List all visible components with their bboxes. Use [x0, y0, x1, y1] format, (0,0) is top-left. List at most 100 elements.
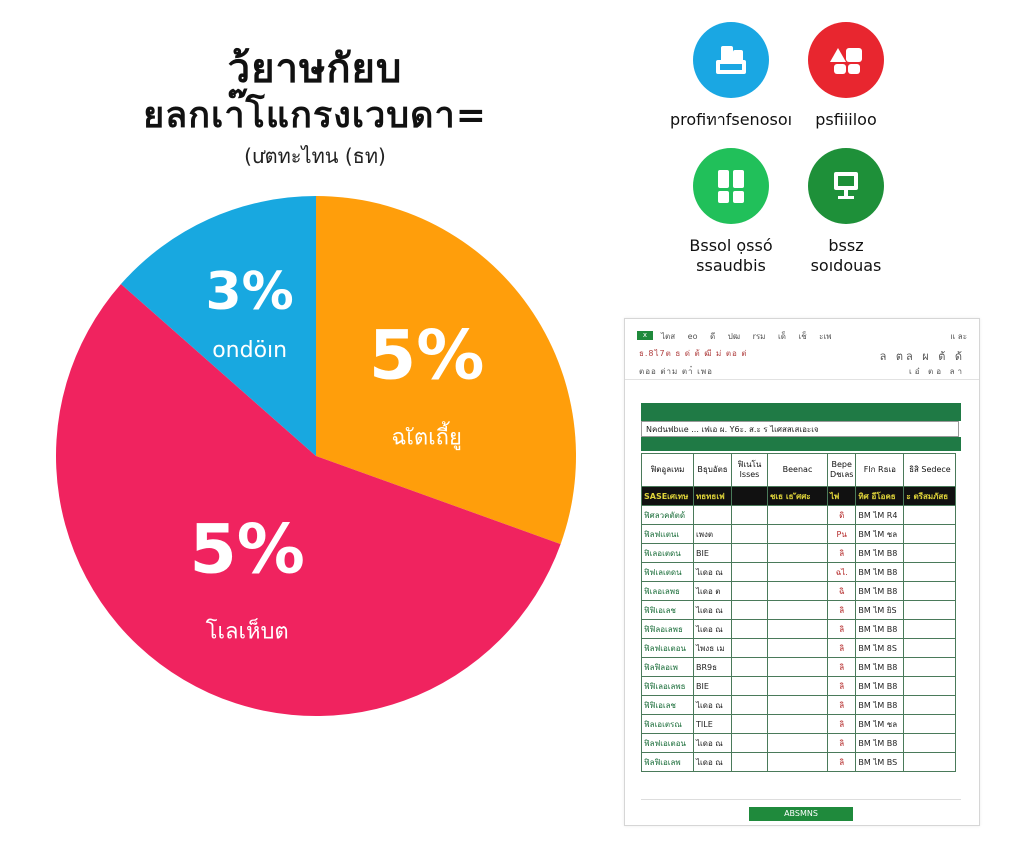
table-row[interactable]: ฟิลฟิเอเลพ ไเดอ ณ ลิ BM ไM BS: [641, 752, 957, 772]
table-cell[interactable]: [731, 714, 768, 734]
table-cell[interactable]: BM ไM B8: [855, 676, 905, 696]
table-cell[interactable]: [903, 524, 957, 544]
table-cell[interactable]: BM ไM R4: [855, 505, 905, 525]
table-cell[interactable]: ฟิลเอเตรณ: [641, 714, 694, 734]
table-cell[interactable]: [731, 505, 768, 525]
table-cell[interactable]: [731, 581, 768, 601]
table-cell[interactable]: [767, 676, 828, 696]
table-cell[interactable]: [903, 562, 957, 582]
table-cell[interactable]: ลิ: [826, 600, 857, 620]
table-cell[interactable]: [731, 657, 768, 677]
column-header[interactable]: Flก Rธเอ: [855, 453, 905, 487]
table-cell[interactable]: [903, 581, 957, 601]
table-cell[interactable]: ดิ: [826, 505, 857, 525]
table-cell[interactable]: ฟิฟิเอเลช: [641, 695, 694, 715]
table-cell[interactable]: ทิศ อีโอคธ: [855, 486, 905, 506]
table-cell[interactable]: [767, 733, 828, 753]
table-cell[interactable]: Pน: [826, 524, 857, 544]
table-cell[interactable]: [767, 505, 828, 525]
table-cell[interactable]: ลิ: [826, 676, 857, 696]
table-cell[interactable]: ลิ: [826, 714, 857, 734]
table-cell[interactable]: [767, 600, 828, 620]
table-row[interactable]: ฟิลเอเตรณ TILE ลิ BM ไM ชล: [641, 714, 957, 734]
table-cell[interactable]: ฟิลฟเอเตอน: [641, 733, 694, 753]
table-cell[interactable]: [903, 543, 957, 563]
table-cell[interactable]: [731, 638, 768, 658]
table-cell[interactable]: [731, 619, 768, 639]
table-row[interactable]: ฟิฟิเอเลช ไเดอ ณ ลิ BM ไM ยิS: [641, 600, 957, 620]
table-cell[interactable]: ะ ตรีสมภัสธ: [903, 486, 957, 506]
table-cell[interactable]: BR9ธ: [693, 657, 732, 677]
table-cell[interactable]: ไเดอ ณ: [693, 619, 732, 639]
ribbon-right-menu[interactable]: ıเ ละ: [950, 332, 967, 341]
table-cell[interactable]: BIE: [693, 543, 732, 563]
table-cell[interactable]: BM ไM BS: [855, 752, 905, 772]
table-row[interactable]: ฟิลฟเอเตอน ไเดอ ณ ลิ BM ไM B8: [641, 733, 957, 753]
table-cell[interactable]: [767, 562, 828, 582]
table-cell[interactable]: ฟิฟิเลอเลพธ: [641, 676, 694, 696]
table-cell[interactable]: BM ไM ยิS: [855, 600, 905, 620]
table-row[interactable]: ฟิลฟิลอเพ BR9ธ ลิ BM ไM B8: [641, 657, 957, 677]
table-row-highlight[interactable]: SASEเศเทษ ทธทธเฟ ชเธ เธ ัศศะ ไพ่ ทิศ อีโอคธะ…: [641, 486, 957, 506]
table-cell[interactable]: ฟิลฟเเตนเ: [641, 524, 694, 544]
table-cell[interactable]: TILE: [693, 714, 732, 734]
table-cell[interactable]: ทธทธเฟ: [693, 486, 732, 506]
column-header[interactable]: ฟิตอูลเหม: [641, 453, 694, 487]
table-cell[interactable]: [767, 543, 828, 563]
table-cell[interactable]: ไเดอ ณ: [693, 600, 732, 620]
table-cell[interactable]: [903, 714, 957, 734]
table-cell[interactable]: [731, 600, 768, 620]
ribbon-tools-row-1[interactable]: ล ตล ผ ต้ ด้: [879, 350, 965, 363]
table-cell[interactable]: ลิ: [826, 752, 857, 772]
table-cell[interactable]: [767, 695, 828, 715]
table-cell[interactable]: ไเดอ ณ: [693, 695, 732, 715]
table-cell[interactable]: [903, 638, 957, 658]
table-cell[interactable]: BIE: [693, 676, 732, 696]
table-cell[interactable]: [767, 619, 828, 639]
table-cell[interactable]: ลิ: [826, 619, 857, 639]
table-cell[interactable]: ฟิฟิลอเลพธ: [641, 619, 694, 639]
table-cell[interactable]: BM ไM ชล: [855, 714, 905, 734]
table-cell[interactable]: [693, 505, 732, 525]
table-cell[interactable]: [903, 600, 957, 620]
table-cell[interactable]: [731, 695, 768, 715]
table-row[interactable]: ฟิฟิเอเลช ไเดอ ณ ลิ BM ไM B8: [641, 695, 957, 715]
table-cell[interactable]: BM ไM ชล: [855, 524, 905, 544]
table-cell[interactable]: ไเดอ ณ: [693, 752, 732, 772]
table-cell[interactable]: [903, 752, 957, 772]
table-cell[interactable]: ไพ่: [826, 486, 857, 506]
table-cell[interactable]: ฉิ: [826, 581, 857, 601]
column-header[interactable]: ฟิเนโน lsses: [731, 453, 768, 487]
table-cell[interactable]: ฟิศลวคตัตด้: [641, 505, 694, 525]
table-cell[interactable]: [903, 733, 957, 753]
table-cell[interactable]: [903, 505, 957, 525]
table-row[interactable]: ฟิฟเลเตดน ไเดอ ณ ฉไ. BM ไM B8: [641, 562, 957, 582]
table-cell[interactable]: ลิ: [826, 638, 857, 658]
table-cell[interactable]: ลิ: [826, 733, 857, 753]
table-row[interactable]: ฟิศลวคตัตด้ ดิ BM ไM R4: [641, 505, 957, 525]
table-cell[interactable]: BM ไM B8: [855, 562, 905, 582]
table-cell[interactable]: ลิ: [826, 695, 857, 715]
table-cell[interactable]: [731, 524, 768, 544]
table-cell[interactable]: [731, 486, 768, 506]
table-cell[interactable]: SASEเศเทษ: [641, 486, 694, 506]
table-cell[interactable]: BM ไM B8: [855, 581, 905, 601]
table-cell[interactable]: BM ไM B8: [855, 733, 905, 753]
table-cell[interactable]: ฟิเลอเตดน: [641, 543, 694, 563]
table-cell[interactable]: BM ไM B8: [855, 543, 905, 563]
table-cell[interactable]: [767, 524, 828, 544]
table-cell[interactable]: BM ไM B8: [855, 619, 905, 639]
table-cell[interactable]: [731, 543, 768, 563]
column-header[interactable]: Bepe Dชเลs: [826, 453, 857, 487]
table-cell[interactable]: [731, 676, 768, 696]
table-cell[interactable]: [903, 695, 957, 715]
table-cell[interactable]: [767, 752, 828, 772]
table-cell[interactable]: [903, 619, 957, 639]
table-cell[interactable]: [903, 676, 957, 696]
table-cell[interactable]: [767, 657, 828, 677]
table-cell[interactable]: ลิ: [826, 657, 857, 677]
table-cell[interactable]: ฟิฟิเอเลช: [641, 600, 694, 620]
table-cell[interactable]: ฟิลฟิเอเลพ: [641, 752, 694, 772]
column-header[interactable]: Beenac: [767, 453, 828, 487]
ribbon-tabs[interactable]: ไตส eo ดี ปฒ rรม เด็ เช็ ะเพ: [661, 332, 832, 341]
